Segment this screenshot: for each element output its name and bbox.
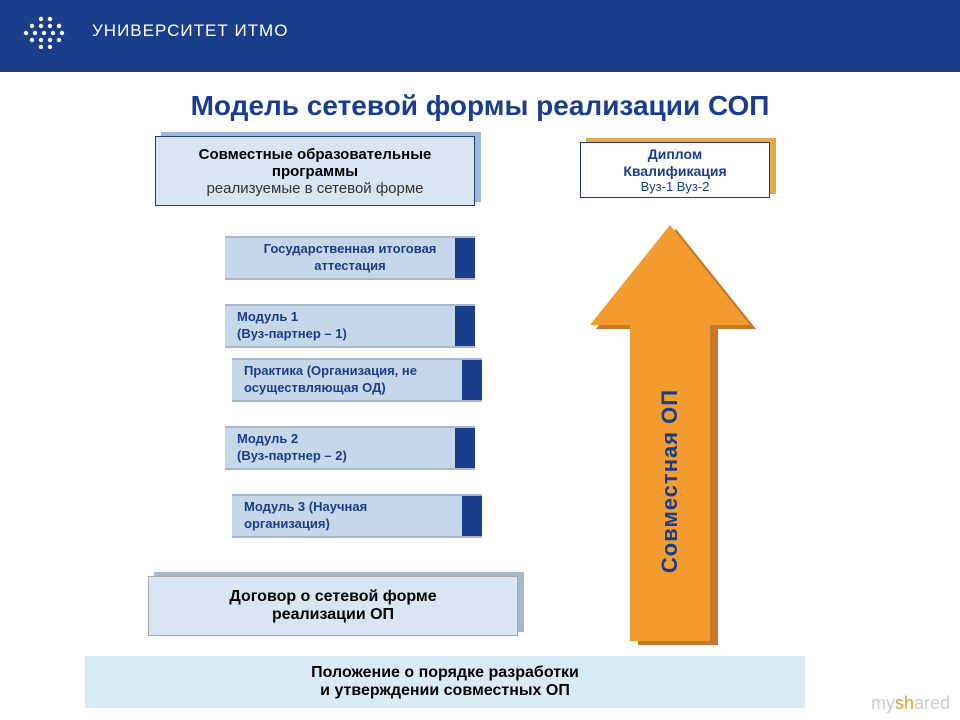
- module-2-line-0: Практика (Организация, не: [244, 363, 482, 380]
- lower-line2: реализации ОП: [272, 606, 394, 624]
- module-1-line-1: (Вуз-партнер – 1): [237, 326, 475, 343]
- module-2-line-1: осуществляющая ОД): [244, 380, 482, 397]
- logo-text: УНИВЕРСИТЕТ ИТМО: [92, 21, 288, 41]
- arrow-body: Совместная ОП: [630, 321, 710, 641]
- top-right-box: Диплом Квалификация Вуз-1 Вуз-2: [580, 142, 770, 198]
- header-strip: [0, 62, 960, 72]
- module-box-2: Практика (Организация, неосуществляющая …: [232, 358, 482, 402]
- top-right-line1: Диплом: [648, 146, 702, 163]
- top-left-line2: программы: [272, 163, 358, 180]
- bottom-line2: и утверждении совместных ОП: [320, 682, 570, 700]
- arrow-text: Совместная ОП: [657, 389, 683, 573]
- module-box-1: Модуль 1(Вуз-партнер – 1): [225, 304, 475, 348]
- module-4-line-0: Модуль 3 (Научная: [244, 499, 482, 516]
- module-0-line-0: Государственная итоговая: [264, 241, 437, 258]
- arrow: Совместная ОП: [590, 221, 750, 641]
- module-1-line-0: Модуль 1: [237, 309, 475, 326]
- page-title: Модель сетевой формы реализации СОП: [0, 90, 960, 122]
- arrow-head: [590, 225, 750, 325]
- module-box-3: Модуль 2(Вуз-партнер – 2): [225, 426, 475, 470]
- header-bar: УНИВЕРСИТЕТ ИТМО: [0, 0, 960, 62]
- watermark-suffix: ared: [914, 693, 950, 713]
- top-right-line3: Вуз-1 Вуз-2: [641, 179, 710, 194]
- bottom-box: Положение о порядке разработки и утвержд…: [85, 656, 805, 708]
- top-left-line1: Совместные образовательные: [199, 146, 432, 163]
- bottom-line1: Положение о порядке разработки: [311, 664, 579, 682]
- top-right-line2: Квалификация: [623, 163, 726, 180]
- module-3-line-0: Модуль 2: [237, 431, 475, 448]
- watermark: myshared: [871, 693, 950, 714]
- module-4-line-1: организация): [244, 516, 482, 533]
- top-left-box: Совместные образовательные программы реа…: [155, 136, 475, 206]
- lower-box: Договор о сетевой форме реализации ОП: [148, 576, 518, 636]
- top-left-line3: реализуемые в сетевой форме: [206, 180, 423, 197]
- module-0-line-1: аттестация: [314, 258, 385, 275]
- module-3-line-1: (Вуз-партнер – 2): [237, 448, 475, 465]
- diagram-area: Совместные образовательные программы реа…: [0, 136, 960, 716]
- logo-icon: [20, 13, 74, 49]
- watermark-highlight: sh: [895, 693, 914, 713]
- module-box-0: Государственная итоговаяаттестация: [225, 236, 475, 280]
- module-box-4: Модуль 3 (Научнаяорганизация): [232, 494, 482, 538]
- watermark-prefix: my: [871, 693, 895, 713]
- lower-line1: Договор о сетевой форме: [229, 588, 436, 606]
